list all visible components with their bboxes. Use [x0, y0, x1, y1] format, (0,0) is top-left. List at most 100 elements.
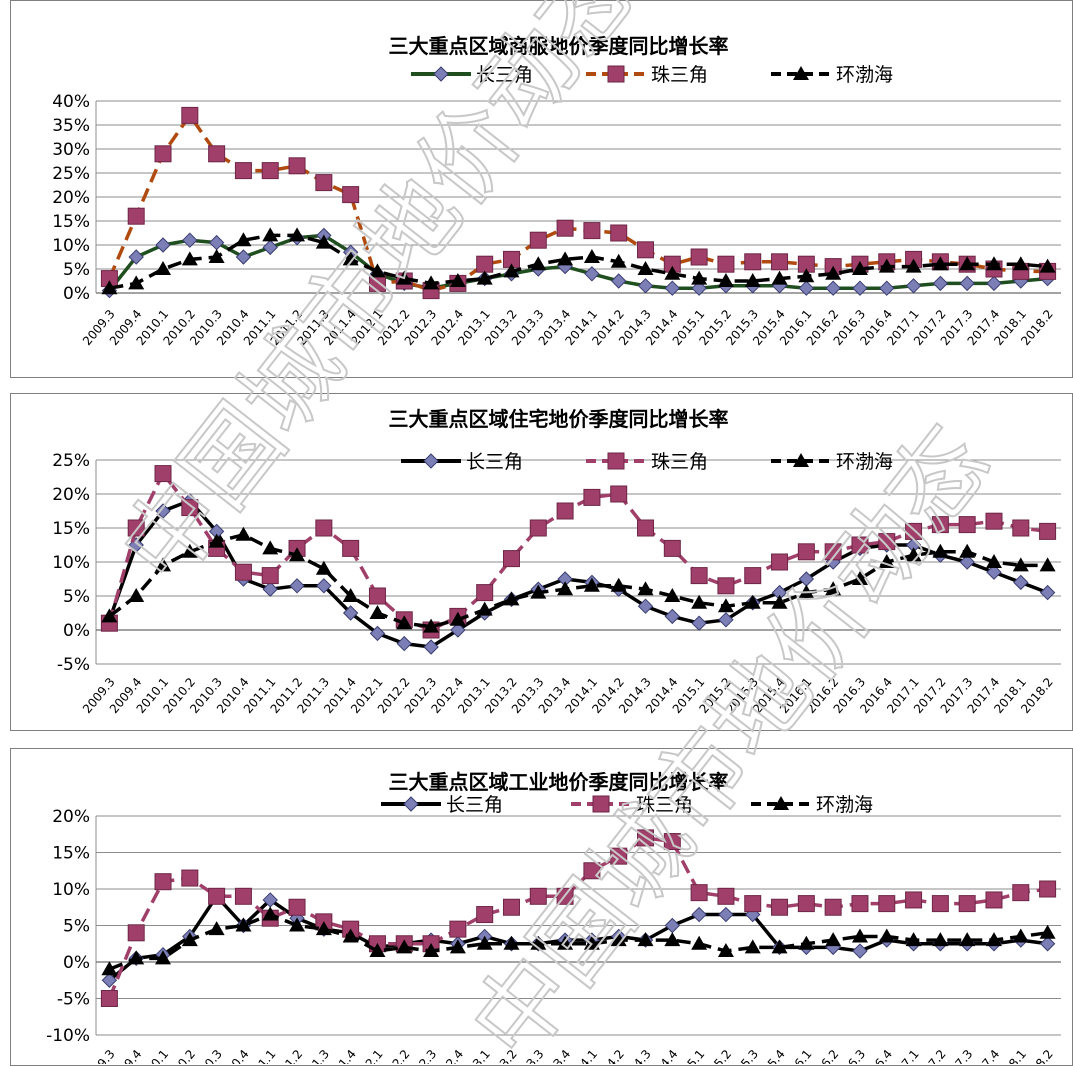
- data-point: [235, 249, 252, 265]
- data-point: [664, 932, 681, 947]
- y-tick-label: 35%: [52, 116, 90, 136]
- data-point: [690, 248, 708, 266]
- data-point: [690, 884, 708, 902]
- data-point: [691, 594, 708, 609]
- data-point: [931, 516, 949, 534]
- data-point: [690, 567, 708, 585]
- data-point: [369, 605, 386, 619]
- data-point: [181, 251, 198, 266]
- data-point: [637, 932, 654, 947]
- data-point: [128, 588, 145, 602]
- series-2: [101, 906, 1056, 976]
- data-point: [530, 935, 547, 950]
- data-point: [664, 917, 681, 934]
- data-point: [503, 935, 520, 950]
- data-point: [798, 584, 815, 599]
- data-point: [503, 263, 520, 278]
- data-point: [1039, 584, 1056, 601]
- legend-marker: [592, 795, 610, 813]
- data-point: [718, 612, 734, 628]
- data-point: [905, 932, 922, 947]
- data-point: [798, 935, 815, 950]
- data-point: [155, 950, 172, 965]
- data-point: [637, 581, 654, 596]
- data-point: [315, 234, 332, 249]
- data-point: [825, 581, 842, 596]
- data-point: [101, 961, 118, 976]
- data-point: [208, 921, 225, 936]
- data-point: [369, 263, 386, 278]
- y-tick-label: 20%: [52, 807, 90, 827]
- data-point: [824, 898, 842, 916]
- chart-title: 三大重点区域商服地价季度同比增长率: [389, 34, 729, 58]
- data-point: [556, 219, 574, 237]
- residential-chart-svg: 三大重点区域住宅地价季度同比增长率-5%0%5%10%15%20%25%2009…: [52, 407, 1061, 716]
- y-tick-label: 10%: [52, 236, 90, 256]
- y-tick-label: 25%: [52, 451, 90, 471]
- data-point: [315, 560, 332, 575]
- data-point: [342, 186, 360, 204]
- legend-marker: [793, 453, 809, 467]
- data-point: [851, 928, 868, 943]
- data-point: [1013, 574, 1029, 591]
- data-point: [155, 503, 171, 519]
- legend-label: 环渤海: [836, 64, 893, 86]
- data-point: [342, 605, 359, 621]
- data-point: [396, 270, 413, 285]
- data-point: [316, 578, 332, 594]
- y-tick-label: 15%: [52, 519, 90, 539]
- data-point: [1012, 928, 1029, 943]
- data-point: [128, 249, 144, 265]
- data-point: [851, 536, 869, 554]
- data-point: [556, 887, 574, 905]
- data-point: [852, 280, 868, 296]
- data-point: [610, 485, 628, 503]
- data-point: [986, 275, 1002, 292]
- data-point: [959, 256, 976, 271]
- data-point: [584, 266, 600, 282]
- data-point: [450, 622, 466, 638]
- legend-label: 环渤海: [836, 451, 893, 473]
- data-point: [744, 253, 762, 271]
- data-point: [851, 261, 868, 275]
- legend-marker: [403, 796, 419, 812]
- legend-label: 珠三角: [651, 451, 708, 473]
- y-tick-label: 30%: [52, 140, 90, 160]
- data-point: [502, 550, 520, 568]
- legend-label: 长三角: [446, 794, 503, 816]
- data-point: [717, 887, 735, 905]
- data-point: [529, 887, 547, 905]
- data-point: [691, 935, 708, 950]
- data-point: [905, 891, 923, 909]
- data-point: [101, 972, 118, 988]
- y-tick-label: 5%: [63, 260, 90, 280]
- y-tick-label: 15%: [52, 844, 90, 864]
- data-point: [128, 950, 145, 965]
- series-1: [100, 106, 1057, 300]
- data-point: [825, 932, 842, 947]
- y-tick-label: 0%: [63, 621, 90, 641]
- data-point: [154, 873, 172, 891]
- data-point: [985, 932, 1002, 947]
- data-point: [342, 588, 359, 602]
- data-point: [288, 898, 306, 916]
- y-tick-label: 10%: [52, 880, 90, 900]
- data-point: [342, 928, 359, 943]
- data-point: [396, 615, 413, 630]
- data-point: [315, 519, 333, 537]
- data-point: [985, 512, 1003, 530]
- data-point: [744, 939, 761, 954]
- data-point: [610, 932, 627, 947]
- data-point: [476, 584, 494, 602]
- data-point: [449, 920, 467, 938]
- data-point: [958, 895, 976, 913]
- data-point: [879, 280, 895, 296]
- data-point: [557, 935, 574, 950]
- legend-label: 珠三角: [651, 64, 708, 86]
- data-point: [959, 275, 975, 292]
- data-point: [529, 519, 547, 537]
- data-point: [556, 502, 574, 520]
- data-point: [449, 611, 466, 626]
- data-point: [825, 280, 841, 296]
- data-point: [476, 906, 494, 924]
